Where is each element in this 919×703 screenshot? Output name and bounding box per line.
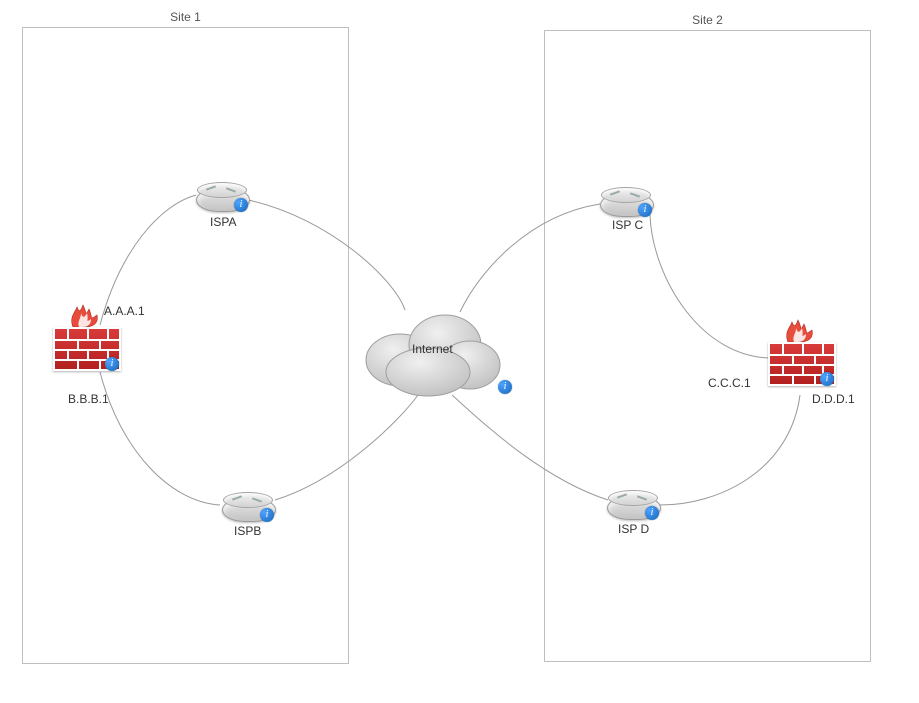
- info-icon[interactable]: [638, 203, 652, 217]
- info-icon[interactable]: [645, 506, 659, 520]
- site-1-label: Site 1: [23, 10, 348, 24]
- info-icon[interactable]: [820, 372, 834, 386]
- router-ispd[interactable]: [607, 488, 659, 520]
- router-ispb[interactable]: [222, 490, 274, 522]
- info-icon[interactable]: [105, 357, 119, 371]
- router-ispc-label: ISP C: [612, 218, 643, 232]
- router-ispa[interactable]: [196, 180, 248, 212]
- info-icon[interactable]: [498, 380, 512, 394]
- internet-cloud[interactable]: Internet: [350, 300, 510, 400]
- fw1-if-bottom: B.B.B.1: [68, 392, 109, 406]
- router-ispc[interactable]: [600, 185, 652, 217]
- info-icon[interactable]: [260, 508, 274, 522]
- internet-label: Internet: [412, 342, 453, 356]
- site-2-label: Site 2: [545, 13, 870, 27]
- info-icon[interactable]: [234, 198, 248, 212]
- fw2-if-top-left: C.C.C.1: [708, 376, 751, 390]
- fw1-if-top: A.A.A.1: [104, 304, 145, 318]
- router-ispb-label: ISPB: [234, 524, 261, 538]
- flame-icon: [67, 299, 103, 329]
- router-ispd-label: ISP D: [618, 522, 649, 536]
- firewall-site2[interactable]: [768, 320, 832, 390]
- router-ispa-label: ISPA: [210, 215, 236, 229]
- fw2-if-bottom: D.D.D.1: [812, 392, 855, 406]
- flame-icon: [782, 314, 818, 344]
